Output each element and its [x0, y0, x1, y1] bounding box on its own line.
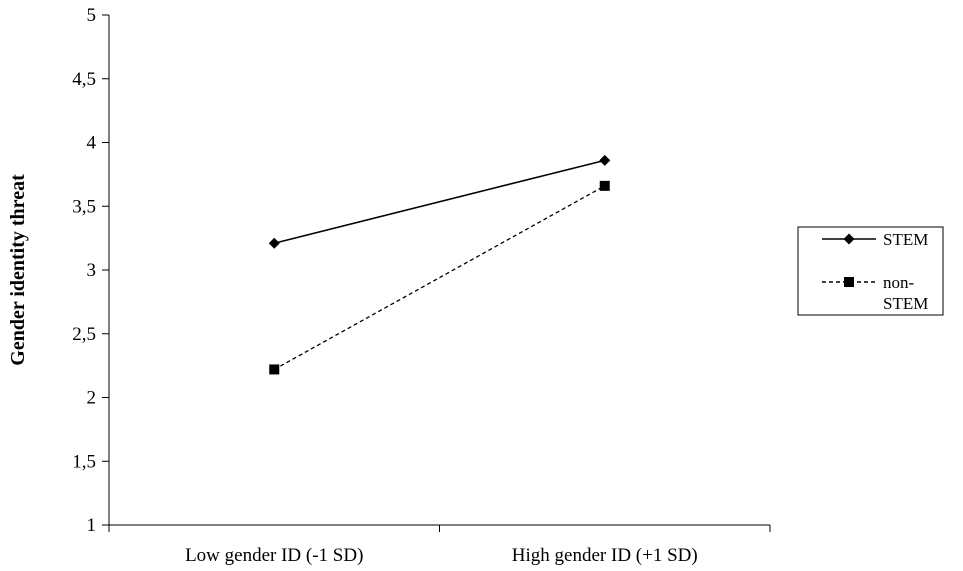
legend-marker	[844, 277, 854, 287]
y-tick-label: 2	[87, 388, 97, 409]
y-tick-label: 4	[87, 133, 97, 154]
y-tick-label: 4,5	[72, 69, 96, 90]
y-tick-label: 1	[87, 515, 97, 536]
legend-box	[797, 226, 944, 316]
data-point-stem	[268, 237, 280, 249]
plot-series	[268, 154, 611, 375]
legend-marker	[843, 233, 855, 245]
legend: STEM non- STEM	[797, 226, 944, 316]
legend-label: STEM	[883, 230, 928, 249]
legend-label: non-	[883, 273, 915, 292]
y-tick-label: 5	[87, 5, 97, 26]
y-axis-title: Gender identity threat	[7, 174, 29, 366]
y-tick-label: 1,5	[72, 451, 96, 472]
y-tick-label: 3	[87, 260, 97, 281]
x-tick-label: High gender ID (+1 SD)	[512, 545, 698, 566]
x-axis: Low gender ID (-1 SD) High gender ID (+1 …	[108, 524, 771, 566]
y-axis: 1 1,5 2 2,5 3 3,5 4 4,5 5	[72, 5, 110, 536]
y-tick-label: 3,5	[72, 196, 96, 217]
data-point-non-stem	[269, 364, 280, 375]
series-line-non-stem	[273, 185, 606, 371]
x-tick-label: Low gender ID (-1 SD)	[185, 545, 363, 566]
legend-label: STEM	[883, 294, 928, 313]
series-line-stem	[274, 159, 605, 245]
data-point-non-stem	[599, 180, 610, 191]
y-tick-label: 2,5	[72, 324, 96, 345]
data-point-stem	[599, 154, 611, 166]
